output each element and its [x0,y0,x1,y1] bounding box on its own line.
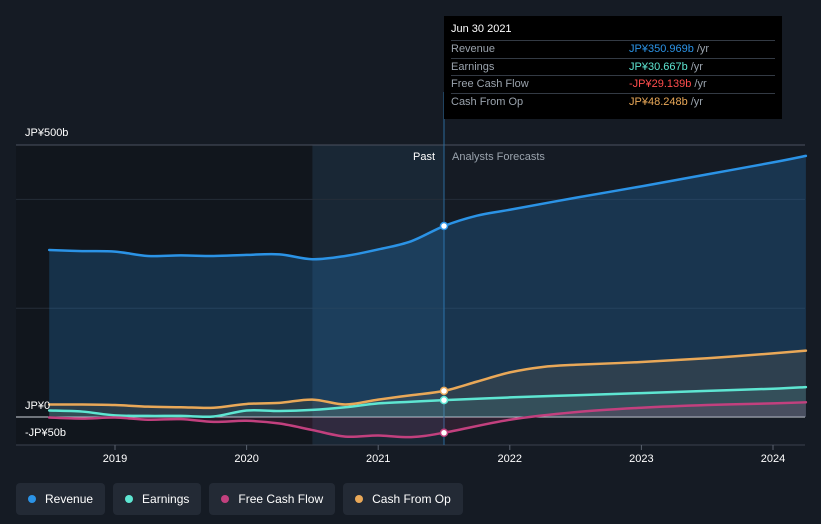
tooltip-row-value: -JP¥29.139b [629,78,692,91]
x-tick-label: 2020 [234,453,258,465]
legend: Revenue Earnings Free Cash Flow Cash Fro… [16,483,463,515]
tooltip-row-free-cash-flow: Free Cash Flow -JP¥29.139b /yr [451,75,775,93]
highlight-marker-cash-from-op [439,386,449,396]
tooltip-row-revenue: Revenue JP¥350.969b /yr [451,40,775,58]
series-line-revenue [47,154,808,261]
tooltip-row-value: JP¥48.248b [629,95,688,108]
x-tick-label: 2021 [366,453,390,465]
tooltip: Jun 30 2021 Revenue JP¥350.969b /yr Earn… [444,16,782,119]
x-tick-label: 2022 [498,453,522,465]
highlight-marker-free-cash-flow [439,428,449,438]
y-axis-label-negative: -JP¥50b [25,427,66,439]
legend-item-earnings[interactable]: Earnings [113,483,202,515]
legend-item-revenue[interactable]: Revenue [16,483,106,515]
tooltip-row-earnings: Earnings JP¥30.667b /yr [451,57,775,76]
tooltip-row-unit: /yr [690,95,703,108]
series-area-revenue [49,155,806,417]
tooltip-row-label: Revenue [451,43,496,56]
x-tick-label: 2024 [761,453,785,465]
legend-dot-icon [221,495,230,503]
tooltip-row-unit: /yr [694,78,707,91]
legend-dot-icon [125,495,134,503]
series-line-free-cash-flow [47,401,808,439]
tooltip-row-cash-from-op: Cash From Op JP¥48.248b /yr [451,92,775,111]
tooltip-row-value: JP¥350.969b [629,43,694,56]
tooltip-row-label: Free Cash Flow [451,78,529,91]
series-area-cash-from-op [49,350,806,417]
tooltip-row-value: JP¥30.667b [629,60,688,73]
x-tick-label: 2019 [103,453,127,465]
tooltip-row-label: Cash From Op [451,95,524,108]
y-axis-label-zero: JP¥0 [25,400,50,412]
tooltip-date: Jun 30 2021 [451,23,512,35]
legend-label: Earnings [142,492,190,506]
series-line-earnings [47,385,808,419]
highlight-marker-revenue [439,221,449,231]
y-axis-label-top: JP¥500b [25,127,68,139]
legend-dot-icon [28,495,36,503]
tooltip-row-unit: /yr [696,43,710,56]
tooltip-row-label: Earnings [451,60,495,73]
series-area-free-cash-flow [49,402,806,438]
forecast-label: Analysts Forecasts [452,151,545,163]
legend-label: Free Cash Flow [238,492,324,506]
past-label: Past [413,151,435,163]
legend-item-free-cash-flow[interactable]: Free Cash Flow [209,483,336,515]
legend-item-cash-from-op[interactable]: Cash From Op [343,483,463,515]
highlight-marker-earnings [439,395,449,405]
legend-label: Revenue [45,492,94,506]
legend-dot-icon [355,495,364,503]
tooltip-row-unit: /yr [690,60,703,73]
legend-label: Cash From Op [372,492,451,506]
x-tick-label: 2023 [629,453,653,465]
series-line-cash-from-op [47,349,808,410]
